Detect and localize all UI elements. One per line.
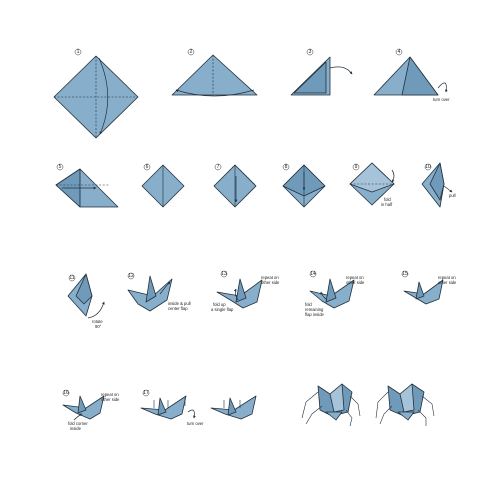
- arrow-icon: [159, 281, 171, 295]
- step-note: pull: [449, 193, 456, 198]
- arrow-icon: [320, 291, 328, 301]
- center-flap: [77, 395, 87, 414]
- folded-paper: [62, 395, 105, 420]
- step-note-line: fold: [384, 197, 391, 202]
- step-number: 2: [190, 49, 193, 55]
- arrow-icon: [443, 185, 453, 193]
- finished-crab-right: [375, 383, 435, 426]
- step-number: 1: [77, 49, 80, 55]
- crab-leg: [349, 395, 361, 417]
- layer: [401, 56, 439, 96]
- crab-leg: [417, 409, 427, 426]
- arrow-icon: [391, 169, 395, 183]
- step-note-line: inside: [70, 426, 82, 431]
- step-number: 4: [398, 49, 401, 55]
- step-12: 12 inside & pull center flap: [127, 272, 191, 312]
- step-8: 8: [282, 163, 326, 208]
- step-6: 6: [141, 163, 185, 208]
- step-note-line: repeat on: [346, 275, 364, 280]
- step-note-line: fold up: [213, 302, 226, 307]
- step-note-line: repeat on: [438, 275, 456, 280]
- step-number: 15: [402, 271, 408, 277]
- step-7: 7: [213, 163, 257, 208]
- step-note-line: other side: [346, 280, 365, 285]
- step-note-line: 90°: [95, 324, 102, 329]
- step-note-line: inside & pull: [168, 301, 191, 306]
- crab-leg: [375, 391, 389, 419]
- crab-leg: [305, 405, 323, 425]
- step-number: 5: [59, 164, 62, 170]
- step-16: 16 repeat on other side fold corner insi…: [62, 389, 120, 431]
- step-number: 14: [310, 271, 316, 277]
- crab-leg: [421, 395, 435, 417]
- crab-leg: [301, 391, 319, 419]
- step-note-line: other side: [261, 280, 280, 285]
- step-note-line: repeat on: [101, 392, 119, 397]
- center-flap: [235, 278, 247, 303]
- step-note-line: other side: [438, 280, 457, 285]
- step-note: turn over: [433, 97, 450, 102]
- center-flap: [145, 275, 157, 303]
- step-5: 5: [55, 163, 119, 208]
- step-number: 8: [285, 164, 288, 170]
- step-4: 4 turn over: [373, 48, 450, 102]
- arrow-icon: [175, 89, 255, 97]
- step-note: turn over: [187, 421, 204, 426]
- step-note-line: fold corner: [68, 421, 88, 426]
- step-number: 9: [355, 164, 358, 170]
- step-note-line: in half: [381, 202, 393, 207]
- step-3: 3: [290, 48, 353, 96]
- layer: [293, 61, 327, 94]
- step-14: 14 repeat on other side fold remaining f…: [305, 270, 365, 317]
- step-number: 12: [128, 273, 134, 279]
- arrow-icon: [73, 413, 83, 421]
- step-1: 1: [53, 48, 139, 139]
- step-number: 7: [217, 164, 220, 170]
- rotate-arrow-icon: [87, 301, 105, 319]
- step-13: 13 repeat on other side fold up a single…: [211, 270, 280, 312]
- crab-leg: [379, 405, 393, 425]
- step-number: 16: [63, 390, 69, 396]
- step-number: 13: [221, 271, 227, 277]
- crab-body-front: [329, 383, 345, 413]
- step-note-line: a single flap: [211, 307, 234, 312]
- step-note-line: flap inside: [305, 312, 325, 317]
- arrow-icon: [329, 66, 353, 75]
- step-17: 17 turn over: [140, 389, 204, 426]
- step-note-line: remaining: [305, 307, 324, 312]
- step-note-line: other side: [101, 397, 120, 402]
- step-number: 6: [146, 164, 149, 170]
- step-10: 10 pull: [421, 162, 456, 208]
- step-note-line: rotate: [92, 319, 103, 324]
- step-17-result: [210, 395, 257, 420]
- center-flap: [415, 281, 425, 300]
- crab-body-front: [399, 383, 415, 413]
- step-number: 11: [69, 275, 74, 281]
- turn-over-icon: [187, 409, 196, 419]
- step-note-line: center flap: [168, 306, 188, 311]
- step-9: 9 fold in half: [349, 162, 395, 207]
- step-2: 2: [171, 48, 258, 97]
- arrow-icon: [98, 57, 109, 135]
- crab-claw: [325, 411, 343, 421]
- step-number: 10: [425, 164, 431, 170]
- finished-crab-left: [301, 383, 361, 427]
- crab-claw: [397, 411, 415, 421]
- step-number: 3: [309, 49, 312, 55]
- turn-over-icon: [437, 82, 448, 93]
- step-11: 11 rotate 90°: [67, 273, 105, 329]
- step-15: 15 repeat on other side: [401, 270, 457, 305]
- center-flap: [157, 397, 167, 416]
- layer: [429, 162, 445, 201]
- triangle-paper: [171, 54, 258, 96]
- step-note-line: repeat on: [261, 275, 279, 280]
- arrow-icon: [233, 288, 239, 301]
- center-flap: [227, 397, 237, 416]
- center-flap: [325, 278, 337, 303]
- layer: [75, 273, 93, 305]
- step-note-line: fold: [305, 302, 312, 307]
- crab-leg: [345, 409, 353, 427]
- step-number: 17: [143, 390, 149, 396]
